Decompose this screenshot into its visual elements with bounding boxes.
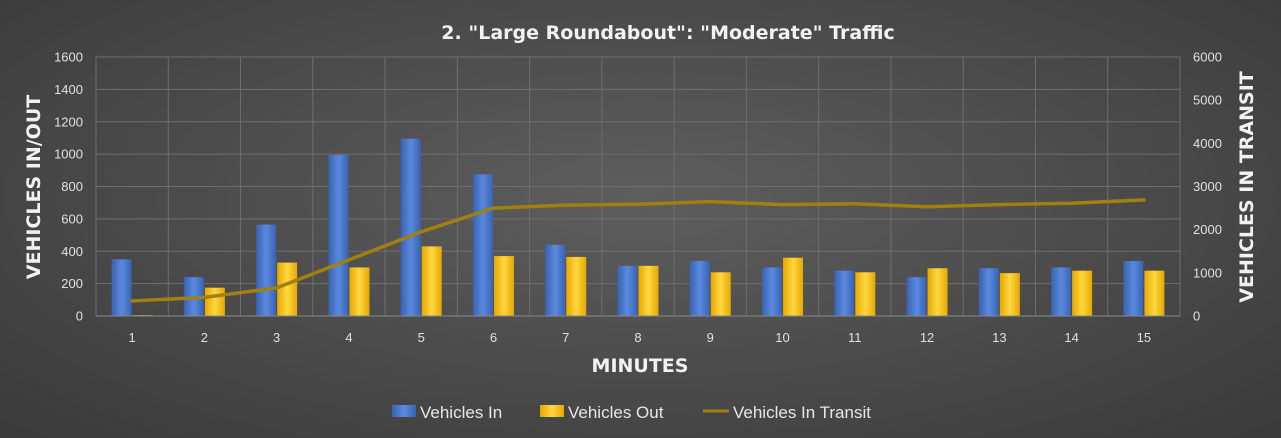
x-tick-label: 12: [920, 330, 934, 345]
bar-vehicles-in: [1051, 267, 1072, 316]
y-tick-label: 0: [76, 309, 83, 324]
bar-vehicles-in: [834, 270, 855, 316]
y-tick-label: 1000: [54, 147, 83, 162]
bar-vehicles-out: [566, 256, 587, 316]
y-tick-label: 800: [61, 179, 83, 194]
bar-vehicles-in: [1123, 260, 1144, 316]
x-tick-label: 3: [273, 330, 280, 345]
x-tick-label: 13: [992, 330, 1006, 345]
y2-tick-label: 4000: [1193, 136, 1222, 151]
bar-vehicles-out: [421, 246, 442, 316]
bar-vehicles-out: [638, 265, 659, 316]
y2-tick-label: 5000: [1193, 93, 1222, 108]
y-tick-label: 600: [61, 211, 83, 226]
y-tick-label: 1400: [54, 82, 83, 97]
y2-tick-label: 3000: [1193, 179, 1222, 194]
x-tick-label: 14: [1064, 330, 1078, 345]
bar-vehicles-in: [400, 138, 421, 316]
bar-vehicles-in: [978, 268, 999, 316]
bar-vehicles-in: [617, 265, 638, 316]
bar-vehicles-out: [999, 273, 1020, 316]
bar-vehicles-out: [204, 287, 225, 316]
x-tick-label: 2: [201, 330, 208, 345]
chart-title: 2. "Large Roundabout": "Moderate" Traffi…: [441, 22, 894, 44]
y2-tick-label: 1000: [1193, 265, 1222, 280]
x-tick-label: 4: [345, 330, 352, 345]
legend-label-vehicles-in: Vehicles In: [420, 403, 502, 422]
y2-tick-label: 0: [1193, 309, 1200, 324]
bar-vehicles-out: [710, 272, 731, 316]
y-tick-label: 1200: [54, 114, 83, 129]
y2-tick-label: 6000: [1193, 50, 1222, 65]
x-tick-label: 9: [707, 330, 714, 345]
y-tick-label: 200: [61, 276, 83, 291]
bar-vehicles-out: [1072, 270, 1093, 316]
x-tick-label: 8: [634, 330, 641, 345]
bar-vehicles-in: [906, 277, 927, 316]
x-tick-label: 6: [490, 330, 497, 345]
x-axis-title: MINUTES: [592, 355, 689, 377]
y-tick-label: 400: [61, 244, 83, 259]
bar-vehicles-out: [349, 267, 370, 316]
bar-vehicles-out: [1144, 270, 1165, 316]
x-tick-label: 15: [1137, 330, 1151, 345]
legend-swatch-vehicles-in: [392, 405, 416, 417]
line-vehicles-in-transit: [130, 198, 1146, 303]
bar-vehicles-out: [783, 257, 804, 316]
bar-vehicles-in: [762, 267, 783, 316]
x-tick-label: 7: [562, 330, 569, 345]
bar-vehicles-in: [256, 224, 277, 316]
x-tick-label: 5: [418, 330, 425, 345]
bar-vehicles-out: [927, 268, 948, 316]
x-tick-label: 1: [129, 330, 136, 345]
bar-vehicles-in: [689, 260, 710, 316]
bar-vehicles-in: [111, 259, 132, 316]
legend-label-vehicles-in-transit: Vehicles In Transit: [733, 403, 871, 422]
bar-vehicles-out: [493, 256, 514, 316]
legend-swatch-vehicles-out: [540, 405, 564, 417]
x-tick-label: 10: [775, 330, 789, 345]
bar-vehicles-out: [855, 272, 876, 316]
legend-label-vehicles-out: Vehicles Out: [568, 403, 664, 422]
legend: Vehicles In Vehicles Out Vehicles In Tra…: [392, 403, 871, 422]
y2-tick-label: 2000: [1193, 222, 1222, 237]
y-axis-title: VEHICLES IN/OUT: [23, 95, 45, 279]
bar-vehicles-in: [328, 154, 349, 316]
bar-vehicles-in: [545, 244, 566, 316]
bar-vehicles-out: [277, 262, 298, 316]
y-tick-label: 1600: [54, 50, 83, 65]
y2-axis-title: VEHICLES IN TRANSIT: [1236, 71, 1258, 303]
bar-vehicles-in: [472, 174, 493, 316]
x-tick-label: 11: [848, 330, 862, 345]
